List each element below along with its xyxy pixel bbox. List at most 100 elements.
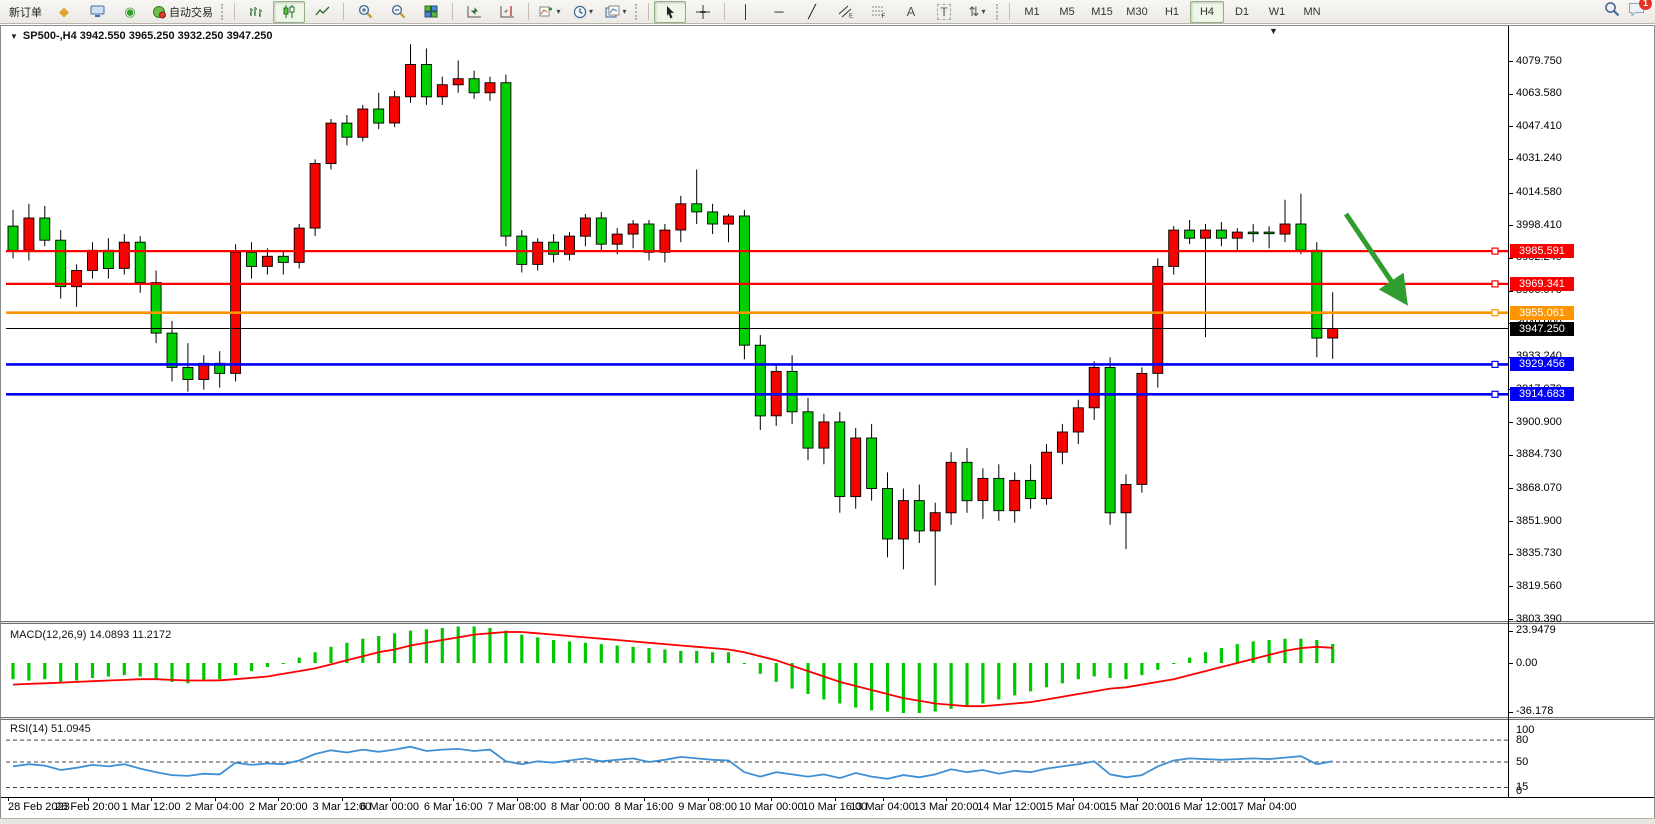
macd-histogram-bar <box>504 630 508 663</box>
zoom-out-button[interactable] <box>382 1 414 23</box>
equidistant-channel-button[interactable]: E <box>829 1 861 23</box>
pane-separator[interactable] <box>1 621 1654 624</box>
rsi-line <box>12 745 1333 780</box>
candle-body <box>1184 229 1196 239</box>
tf-d1-button[interactable]: D1 <box>1234 5 1250 18</box>
bar-chart-button[interactable] <box>240 1 272 23</box>
macd-histogram-bar <box>1029 663 1033 692</box>
search-button[interactable] <box>1604 1 1620 22</box>
one-click-trading-toggle-icon[interactable]: ▼ <box>10 32 18 41</box>
macd-histogram-bar <box>631 646 635 663</box>
line-drag-handle[interactable] <box>1491 280 1499 288</box>
time-tick-mark <box>8 797 9 801</box>
macd-histogram-bar <box>726 652 731 663</box>
tf-m5-button[interactable]: M5 <box>1059 5 1075 18</box>
autotrading-button[interactable]: 自动交易 <box>147 1 218 23</box>
macd-pane[interactable] <box>6 625 1508 718</box>
candle-body <box>134 241 146 284</box>
tf-h1-button[interactable]: H1 <box>1164 5 1180 18</box>
tf-m15-button[interactable]: M15 <box>1091 5 1113 18</box>
time-tick-mark <box>87 797 89 801</box>
tf-mn-button[interactable]: MN <box>1303 5 1321 18</box>
zoom-in-button[interactable] <box>349 1 381 23</box>
clock-icon <box>573 5 587 18</box>
time-axis-label: 10 Mar 00:00 <box>738 801 804 813</box>
chart-shift-button[interactable] <box>491 1 523 23</box>
fibonacci-button[interactable]: F <box>862 1 894 23</box>
level-price-badge: 3969.341 <box>1510 276 1574 291</box>
trend-arrow-annotation[interactable] <box>1343 212 1408 306</box>
horizontal-line-button[interactable]: ─ <box>774 4 784 19</box>
line-drag-handle[interactable] <box>1491 360 1499 368</box>
line-drag-handle[interactable] <box>1491 309 1499 317</box>
rsi-tick-label: 80 <box>1516 733 1529 746</box>
crosshair-button[interactable] <box>687 1 719 23</box>
macd-histogram-bar <box>615 645 619 663</box>
candle-body <box>452 78 464 86</box>
time-tick-mark <box>882 797 884 801</box>
candle-body <box>198 362 210 380</box>
text-button[interactable]: A <box>906 4 916 19</box>
price-tick-label: 3900.900 <box>1516 415 1562 428</box>
price-tick-label: 4063.580 <box>1516 87 1562 100</box>
macd-histogram-bar <box>520 634 524 663</box>
chat-button[interactable]: 1 <box>1628 0 1652 22</box>
time-axis-label: 9 Mar 08:00 <box>678 801 737 813</box>
candle-body <box>977 477 989 502</box>
new-order-button[interactable]: 新订单 <box>9 6 42 19</box>
candle-body <box>754 344 766 417</box>
tf-h4-button[interactable]: H4 <box>1190 0 1224 23</box>
main-price-pane[interactable] <box>6 28 1508 622</box>
community-icon[interactable] <box>81 1 113 23</box>
svg-text:E: E <box>849 14 853 20</box>
indicators-button[interactable]: ▾ <box>534 1 566 23</box>
macd-histogram-bar <box>1188 657 1192 663</box>
tf-w1-button[interactable]: W1 <box>1268 5 1286 18</box>
cursor-button[interactable] <box>654 0 686 23</box>
trendline-button[interactable]: ╱ <box>808 4 816 19</box>
candle-body <box>802 411 814 449</box>
candle-body <box>71 270 83 288</box>
price-tick-mark <box>1508 521 1513 522</box>
text-label-button[interactable]: T <box>928 1 960 23</box>
candle-body <box>309 163 321 229</box>
pane-separator[interactable] <box>1 717 1654 720</box>
auto-scroll-button[interactable] <box>458 1 490 23</box>
macd-histogram-bar <box>106 663 110 677</box>
templates-button[interactable]: ▾ <box>600 1 632 23</box>
macd-histogram-bar <box>806 663 810 694</box>
chart-shift-marker[interactable]: ▼ <box>1269 26 1278 36</box>
vertical-line-button[interactable]: │ <box>741 4 751 19</box>
price-tick-mark <box>1508 488 1513 490</box>
auto-scroll-icon <box>467 6 481 18</box>
channel-icon: E <box>838 5 853 20</box>
tf-m30-button[interactable]: M30 <box>1126 5 1148 18</box>
time-axis-label: 7 Mar 08:00 <box>487 801 547 813</box>
macd-histogram-bar <box>838 663 842 704</box>
candle-body <box>166 332 178 368</box>
macd-histogram-bar <box>1013 663 1017 696</box>
price-tick-label: 4079.750 <box>1516 54 1562 67</box>
candle-body <box>659 229 671 253</box>
crosshair-icon <box>696 4 710 19</box>
signals-icon[interactable]: ◉ <box>124 4 136 19</box>
line-drag-handle[interactable] <box>1491 390 1499 398</box>
candlestick-chart-button[interactable] <box>273 0 305 23</box>
line-drag-handle[interactable] <box>1491 247 1499 255</box>
line-chart-button[interactable] <box>306 1 338 23</box>
time-axis-label: 2 Mar 04:00 <box>185 801 245 813</box>
line-chart-icon <box>314 6 329 15</box>
price-tick-label: 3835.730 <box>1516 547 1562 560</box>
periods-button[interactable]: ▾ <box>567 1 599 23</box>
market-watch-icon[interactable]: ◆ <box>59 4 69 19</box>
notification-badge: 1 <box>1639 0 1652 10</box>
candle-body <box>1295 223 1307 251</box>
rsi-pane[interactable] <box>6 721 1508 797</box>
macd-histogram-bar <box>790 663 794 689</box>
macd-histogram-bar <box>870 663 874 711</box>
price-tick-mark <box>1508 126 1513 128</box>
tile-windows-button[interactable] <box>415 1 447 23</box>
tf-m1-button[interactable]: M1 <box>1024 5 1040 18</box>
arrows-button[interactable]: ⇅ ▾ <box>968 4 986 19</box>
macd-histogram-bar <box>345 642 349 664</box>
